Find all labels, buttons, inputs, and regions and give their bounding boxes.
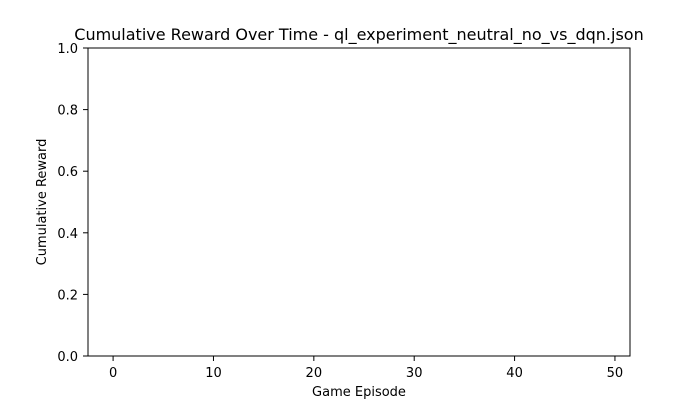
y-tick-label: 0.6 xyxy=(57,165,78,180)
y-tick-label: 0.0 xyxy=(57,350,78,365)
x-tick-label: 30 xyxy=(406,366,423,381)
x-tick-label: 0 xyxy=(109,366,117,381)
y-axis-label: Cumulative Reward xyxy=(35,139,50,266)
x-axis: 0 10 20 30 40 50 xyxy=(109,356,623,381)
y-tick-label: 0.4 xyxy=(57,227,78,242)
x-tick-label: 20 xyxy=(306,366,323,381)
x-tick-label: 10 xyxy=(205,366,222,381)
y-tick-label: 0.2 xyxy=(57,288,78,303)
x-tick-label: 40 xyxy=(506,366,523,381)
y-tick-label: 1.0 xyxy=(57,42,78,57)
y-tick-label: 0.8 xyxy=(57,104,78,119)
plot-frame xyxy=(87,47,631,357)
x-tick-label: 50 xyxy=(607,366,624,381)
y-axis: 0.0 0.2 0.4 0.6 0.8 1.0 xyxy=(57,42,88,365)
chart-title: Cumulative Reward Over Time - ql_experim… xyxy=(74,25,643,45)
x-axis-label: Game Episode xyxy=(312,385,406,400)
